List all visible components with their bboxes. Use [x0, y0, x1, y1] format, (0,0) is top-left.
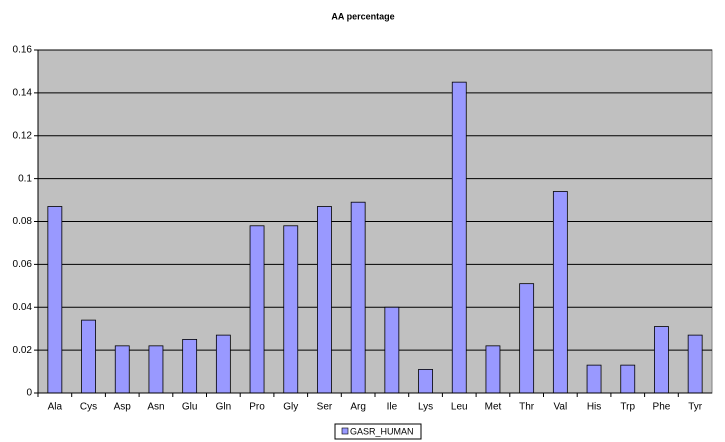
- bar: [47, 206, 63, 394]
- legend-box: [334, 423, 422, 440]
- bar: [519, 283, 535, 394]
- bar: [215, 334, 231, 394]
- bar: [687, 334, 703, 394]
- chart-title: AA percentage: [331, 11, 394, 21]
- x-tick-label: Thr: [519, 402, 535, 413]
- x-tick-label: Asn: [147, 402, 164, 413]
- x-tick-label: Ala: [48, 402, 63, 413]
- x-tick-label: Ile: [387, 402, 398, 413]
- y-tick-label: 0.12: [13, 130, 33, 141]
- bar: [620, 364, 636, 394]
- y-tick-label: 0.02: [13, 345, 33, 356]
- y-tick-label: 0.14: [13, 88, 33, 99]
- x-tick-label: Pro: [249, 402, 265, 413]
- x-tick-label: Gln: [216, 402, 232, 413]
- bar: [317, 206, 332, 394]
- x-tick-label: Val: [553, 402, 567, 413]
- bar: [81, 319, 96, 394]
- x-tick-label: Gly: [283, 402, 298, 413]
- y-tick-label: 0.16: [13, 45, 33, 56]
- x-tick-label: Arg: [350, 402, 366, 413]
- bar: [451, 81, 467, 394]
- bar: [148, 345, 164, 394]
- x-tick-label: Ser: [317, 402, 333, 413]
- bar: [350, 201, 366, 394]
- bar: [182, 339, 198, 394]
- legend-label: GASR_HUMAN: [350, 426, 414, 436]
- bar: [552, 191, 568, 394]
- bar: [384, 306, 400, 394]
- bar: [249, 225, 265, 394]
- x-tick-label: His: [587, 402, 601, 413]
- bar: [586, 364, 602, 394]
- bar: [485, 345, 501, 394]
- bar: [654, 326, 669, 394]
- legend-swatch: [341, 427, 349, 435]
- y-tick-label: 0.04: [13, 302, 33, 313]
- bar: [114, 345, 130, 394]
- bar: [283, 225, 299, 394]
- y-tick-label: 0.08: [13, 216, 33, 227]
- x-tick-label: Phe: [653, 402, 671, 413]
- x-tick-label: Glu: [182, 402, 198, 413]
- x-tick-label: Asp: [114, 402, 132, 413]
- bar: [418, 369, 433, 394]
- x-tick-label: Cys: [80, 402, 97, 413]
- x-tick-label: Met: [485, 402, 502, 413]
- x-tick-label: Leu: [451, 402, 468, 413]
- y-tick-label: 0.1: [18, 173, 32, 184]
- y-tick-label: 0.06: [13, 259, 33, 270]
- y-tick-label: 0: [26, 388, 32, 399]
- x-tick-label: Trp: [620, 402, 635, 413]
- x-tick-label: Lys: [418, 402, 433, 413]
- x-tick-label: Tyr: [688, 402, 703, 413]
